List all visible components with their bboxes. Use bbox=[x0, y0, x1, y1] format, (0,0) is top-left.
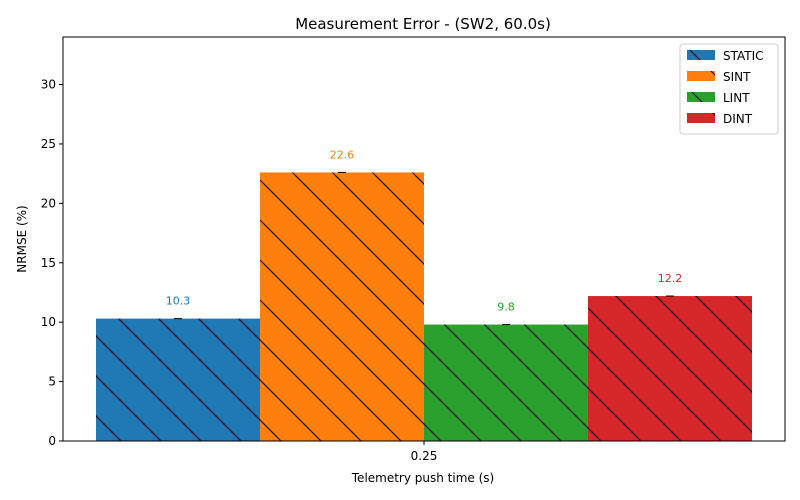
legend-swatch-hatch bbox=[687, 71, 715, 81]
data-label-dint: 12.2 bbox=[658, 272, 683, 285]
y-tick-label: 30 bbox=[41, 78, 56, 92]
legend-swatch-hatch bbox=[687, 113, 715, 123]
legend-swatch-hatch bbox=[687, 92, 715, 102]
y-tick-label: 5 bbox=[48, 375, 56, 389]
legend-label-static: STATIC bbox=[723, 49, 764, 63]
y-tick-label: 15 bbox=[41, 256, 56, 270]
plot-area: 0 5 10 15 20 25 30 10.3 22.6 9.8 12.2 0.25 bbox=[41, 36, 786, 463]
legend: STATIC SINT LINT DINT bbox=[679, 43, 779, 135]
data-label-sint: 22.6 bbox=[330, 148, 355, 161]
y-tick-label: 20 bbox=[41, 196, 56, 210]
legend-box bbox=[679, 43, 779, 135]
axes-frame bbox=[62, 36, 786, 442]
x-axis-label: Telemetry push time (s) bbox=[351, 471, 494, 485]
data-label-lint: 9.8 bbox=[497, 301, 515, 314]
data-label-static: 10.3 bbox=[166, 295, 191, 308]
y-tick-label: 25 bbox=[41, 137, 56, 151]
bar-hatch-sint bbox=[260, 172, 424, 442]
y-tick-label: 10 bbox=[41, 315, 56, 329]
legend-label-lint: LINT bbox=[723, 91, 750, 105]
bar-hatch-dint bbox=[588, 296, 752, 441]
y-tick-label: 0 bbox=[48, 434, 56, 448]
legend-label-sint: SINT bbox=[723, 70, 751, 84]
legend-label-dint: DINT bbox=[723, 112, 753, 126]
y-axis-label: NRMSE (%) bbox=[15, 205, 29, 272]
chart-title: Measurement Error - (SW2, 60.0s) bbox=[295, 15, 551, 33]
bar-hatch-static bbox=[96, 318, 260, 441]
legend-swatch-hatch bbox=[687, 50, 715, 60]
bar-hatch-lint bbox=[424, 324, 588, 441]
x-tick-label: 0.25 bbox=[411, 449, 438, 463]
